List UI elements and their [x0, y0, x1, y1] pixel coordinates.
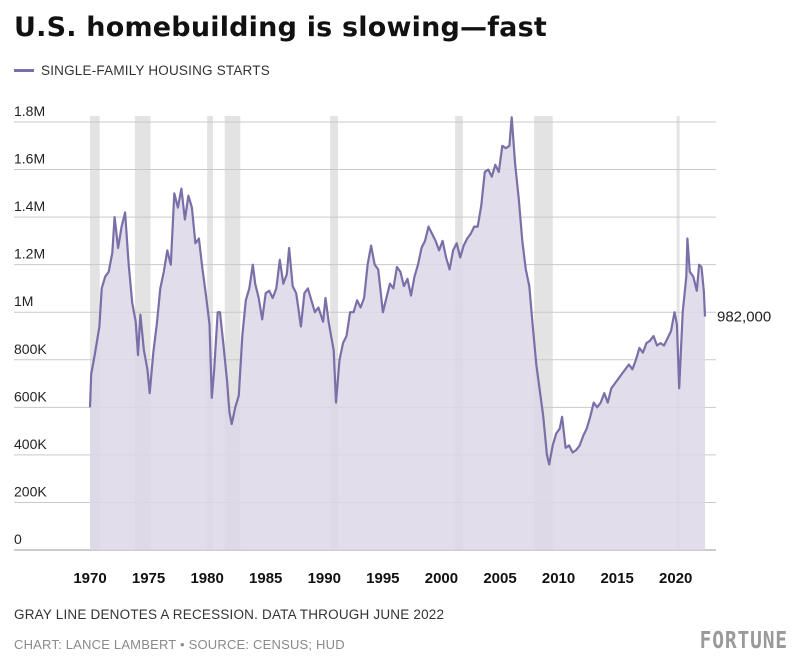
y-tick-label: 1M	[14, 293, 33, 309]
series-area	[90, 117, 705, 550]
x-tick-label: 2005	[483, 570, 516, 587]
chart-legend: SINGLE-FAMILY HOUSING STARTS	[14, 63, 270, 78]
data-area	[88, 116, 707, 550]
x-tick-label: 2015	[600, 570, 633, 587]
last-value-label: 982,000	[717, 309, 771, 326]
x-tick-label: 1990	[308, 570, 341, 587]
y-tick-label: 800K	[14, 341, 47, 357]
y-tick-label: 1.4M	[14, 198, 45, 214]
x-tick-label: 1975	[132, 570, 165, 587]
recession-band	[90, 116, 100, 550]
housing-starts-chart: 0 200K 400K 600K 800K 1M 1.2M 1.4M 1.6M 1.8M 1970…	[14, 103, 771, 587]
chart-credit: CHART: LANCE LAMBERT • SOURCE: CENSUS; H…	[14, 637, 345, 652]
y-tick-label: 1.8M	[14, 103, 45, 119]
y-axis-labels: 0 200K 400K 600K 800K 1M 1.2M 1.4M 1.6M 1.8M	[14, 103, 47, 547]
y-tick-label: 200K	[14, 483, 47, 499]
recession-band	[330, 116, 338, 550]
x-tick-label: 1985	[249, 570, 282, 587]
fortune-logo: FORTUNE	[699, 628, 788, 654]
x-tick-label: 1980	[190, 570, 223, 587]
annotations: 982,000	[717, 309, 771, 326]
x-axis-labels: 1970 1975 1980 1985 1990 1995 2000 2005 2010 2015…	[73, 570, 692, 587]
y-tick-label: 600K	[14, 388, 47, 404]
y-tick-label: 0	[14, 531, 22, 547]
y-tick-label: 1.2M	[14, 246, 45, 262]
x-tick-label: 2020	[659, 570, 692, 587]
series-line	[88, 116, 707, 466]
x-tick-label: 1995	[366, 570, 399, 587]
chart-title: U.S. homebuilding is slowing—fast	[14, 12, 547, 43]
y-tick-label: 400K	[14, 436, 47, 452]
chart-note: GRAY LINE DENOTES A RECESSION. DATA THRO…	[14, 607, 445, 622]
x-tick-label: 1970	[73, 570, 106, 587]
y-tick-label: 1.6M	[14, 151, 45, 167]
x-tick-label: 2010	[542, 570, 575, 587]
x-tick-label: 2000	[425, 570, 458, 587]
legend-label: SINGLE-FAMILY HOUSING STARTS	[41, 63, 270, 78]
legend-swatch	[14, 69, 34, 72]
